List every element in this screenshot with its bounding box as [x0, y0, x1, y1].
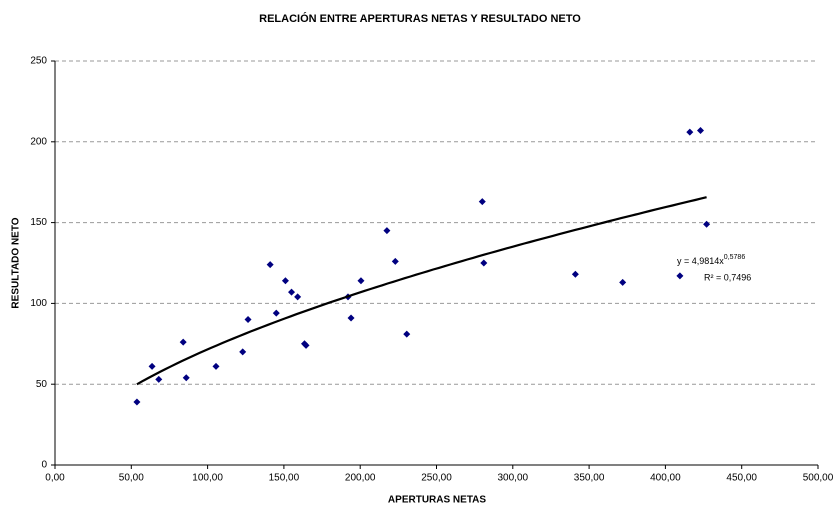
point	[212, 362, 220, 370]
point	[155, 375, 163, 383]
point	[696, 126, 704, 134]
x-axis-label: APERTURAS NETAS	[388, 495, 486, 506]
point	[148, 362, 156, 370]
x-tick-label: 250,00	[421, 473, 452, 484]
trendline-r2: R² = 0,7496	[704, 272, 751, 282]
point	[480, 259, 488, 267]
point	[179, 338, 187, 346]
point	[133, 398, 141, 406]
point	[571, 270, 579, 278]
point	[391, 257, 399, 265]
point	[272, 309, 280, 317]
point	[619, 278, 627, 286]
point	[703, 220, 711, 228]
y-tick-label: 250	[30, 56, 47, 67]
point	[383, 227, 391, 235]
x-tick-label: 150,00	[269, 473, 300, 484]
chart-title: RELACIÓN ENTRE APERTURAS NETAS Y RESULTA…	[259, 12, 581, 25]
point	[676, 272, 684, 280]
point	[294, 293, 302, 301]
x-tick-label: 100,00	[192, 473, 223, 484]
x-tick-label: 200,00	[345, 473, 376, 484]
point	[182, 374, 190, 382]
equation-text: y = 4,9814x	[677, 256, 724, 266]
y-tick-label: 0	[41, 460, 47, 471]
y-axis-label: RESULTADO NETO	[11, 217, 22, 308]
point	[266, 261, 274, 269]
point	[478, 198, 486, 206]
point	[686, 128, 694, 136]
point	[244, 316, 252, 324]
point	[239, 348, 247, 356]
y-tick-label: 50	[36, 379, 48, 390]
trendline	[136, 196, 707, 386]
x-tick-label: 300,00	[498, 473, 529, 484]
point	[357, 277, 365, 285]
y-tick-label: 200	[30, 136, 47, 147]
point	[347, 314, 355, 322]
y-tick-label: 150	[30, 217, 47, 228]
trendline-equation: y = 4,9814x0,5786	[677, 254, 745, 267]
x-tick-label: 50,00	[119, 473, 144, 484]
point	[281, 277, 289, 285]
point	[288, 288, 296, 296]
y-tick-label: 100	[30, 298, 47, 309]
x-tick-label: 350,00	[574, 473, 605, 484]
x-tick-label: 450,00	[726, 473, 757, 484]
x-tick-label: 400,00	[650, 473, 681, 484]
point	[403, 330, 411, 338]
equation-exponent: 0,5786	[724, 254, 746, 261]
x-tick-label: 0,00	[45, 473, 65, 484]
point	[302, 341, 310, 349]
x-tick-label: 500,00	[803, 473, 834, 484]
